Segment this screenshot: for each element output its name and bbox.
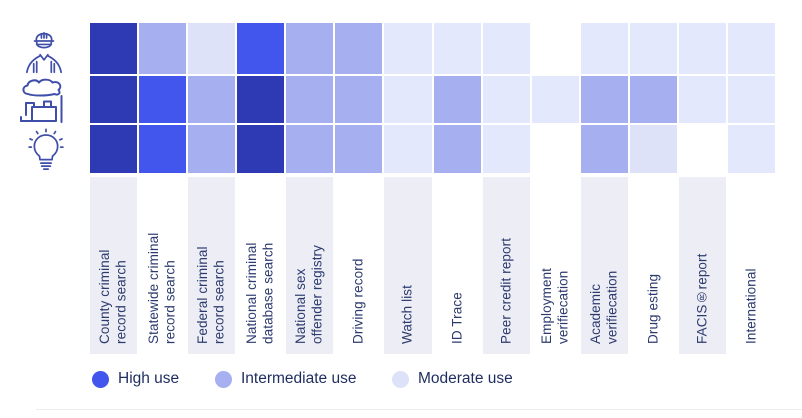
heatmap-cell-worker-c8 (433, 23, 481, 74)
column-label: National sex offender registry (293, 244, 325, 344)
heatmap-cell-lightbulb-c4 (237, 125, 285, 173)
heatmap-cell-industry-c1 (90, 76, 138, 123)
column-strip-7: Watch list (384, 177, 432, 354)
heatmap-cell-lightbulb-c10 (531, 125, 579, 173)
worker-icon (23, 26, 65, 74)
heatmap-cell-lightbulb-c3 (188, 125, 236, 173)
legend-label-moderate-use: Moderate use (418, 370, 513, 387)
column-strip-1: County criminal record search (90, 177, 138, 354)
heatmap-grid (90, 23, 775, 173)
column-strip-9: Peer credit report (482, 177, 530, 354)
heatmap-cell-worker-c6 (335, 23, 383, 74)
heatmap-cell-lightbulb-c7 (384, 125, 432, 173)
industry-icon (17, 77, 69, 125)
heatmap-cell-worker-c14 (727, 23, 775, 74)
legend-item-high: High use (92, 370, 179, 388)
heatmap-cell-lightbulb-c1 (90, 125, 138, 173)
legend-item-intermediate: Intermediate use (215, 370, 356, 388)
heatmap-cell-industry-c10 (531, 76, 579, 123)
heatmap-cell-worker-c4 (237, 23, 285, 74)
legend-swatch-high-use (92, 370, 109, 388)
lightbulb-icon (27, 127, 65, 175)
column-label: ID Trace (448, 292, 464, 344)
column-strip-10: Employment verifiecation (531, 177, 579, 354)
heatmap-cell-worker-c9 (482, 23, 530, 74)
heatmap-cell-industry-c7 (384, 76, 432, 123)
heatmap-cell-worker-c1 (90, 23, 138, 74)
heatmap-cell-worker-c12 (629, 23, 677, 74)
legend-label-high-use: High use (118, 370, 180, 387)
heatmap-cell-lightbulb-c2 (139, 125, 187, 173)
column-strip-12: Drug esting (629, 177, 677, 354)
column-label: FACIS®report (694, 253, 710, 344)
legend-swatch-intermediate-use (215, 370, 232, 388)
column-label: Federal criminal record search (195, 246, 227, 344)
column-label: National criminal database search (244, 242, 276, 345)
heatmap-cell-worker-c2 (139, 23, 187, 74)
column-strip-3: Federal criminal record search (188, 177, 236, 354)
heatmap-cell-lightbulb-c5 (286, 125, 334, 173)
legend-item-moderate: Moderate use (392, 370, 513, 388)
column-strip-2: Statewide criminal record search (139, 177, 187, 354)
column-label: Driving record (350, 258, 366, 344)
heatmap-cell-worker-c10 (531, 23, 579, 74)
column-labels: County criminal record search Statewide c… (90, 177, 775, 354)
heatmap-cell-lightbulb-c14 (727, 125, 775, 173)
heatmap-cell-industry-c5 (286, 76, 334, 123)
heatmap-cell-industry-c11 (580, 76, 628, 123)
heatmap-cell-lightbulb-c9 (482, 125, 530, 173)
column-strip-6: Driving record (335, 177, 383, 354)
column-strip-14: International (727, 177, 775, 354)
column-label: Watch list (399, 284, 415, 344)
heatmap-cell-worker-c3 (188, 23, 236, 74)
column-strip-5: National sex offender registry (286, 177, 334, 354)
column-label: Peer credit report (497, 237, 513, 344)
column-label: Drug esting (645, 273, 661, 344)
heatmap-cell-industry-c13 (678, 76, 726, 123)
column-strip-13: FACIS®report (678, 177, 726, 354)
heatmap-cell-worker-c5 (286, 23, 334, 74)
heatmap-cell-industry-c4 (237, 76, 285, 123)
heatmap-cell-industry-c12 (629, 76, 677, 123)
heatmap-cell-worker-c11 (580, 23, 628, 74)
legend-label-intermediate-use: Intermediate use (241, 370, 357, 387)
heatmap-cell-worker-c7 (384, 23, 432, 74)
heatmap-cell-industry-c3 (188, 76, 236, 123)
heatmap-cell-industry-c6 (335, 76, 383, 123)
heatmap-cell-lightbulb-c13 (678, 125, 726, 173)
column-label: County criminal record search (97, 249, 129, 344)
heatmap-cell-industry-c14 (727, 76, 775, 123)
column-strip-8: ID Trace (433, 177, 481, 354)
heatmap-cell-lightbulb-c12 (629, 125, 677, 173)
heatmap-cell-lightbulb-c8 (433, 125, 481, 173)
heatmap-cell-lightbulb-c6 (335, 125, 383, 173)
heatmap-cell-industry-c2 (139, 76, 187, 123)
heatmap-cell-lightbulb-c11 (580, 125, 628, 173)
column-label: Employment verifiecation (538, 267, 571, 344)
column-label: Statewide criminal record search (146, 232, 178, 344)
column-label: Academic verifiecation (587, 270, 620, 344)
legend-swatch-moderate-use (392, 370, 409, 388)
column-strip-11: Academic verifiecation (580, 177, 628, 354)
column-strip-4: National criminal database search (237, 177, 285, 354)
bottom-divider (36, 409, 802, 410)
heatmap-cell-industry-c9 (482, 76, 530, 123)
heatmap-cell-worker-c13 (678, 23, 726, 74)
heatmap-cell-industry-c8 (433, 76, 481, 123)
column-label: International (743, 268, 759, 344)
